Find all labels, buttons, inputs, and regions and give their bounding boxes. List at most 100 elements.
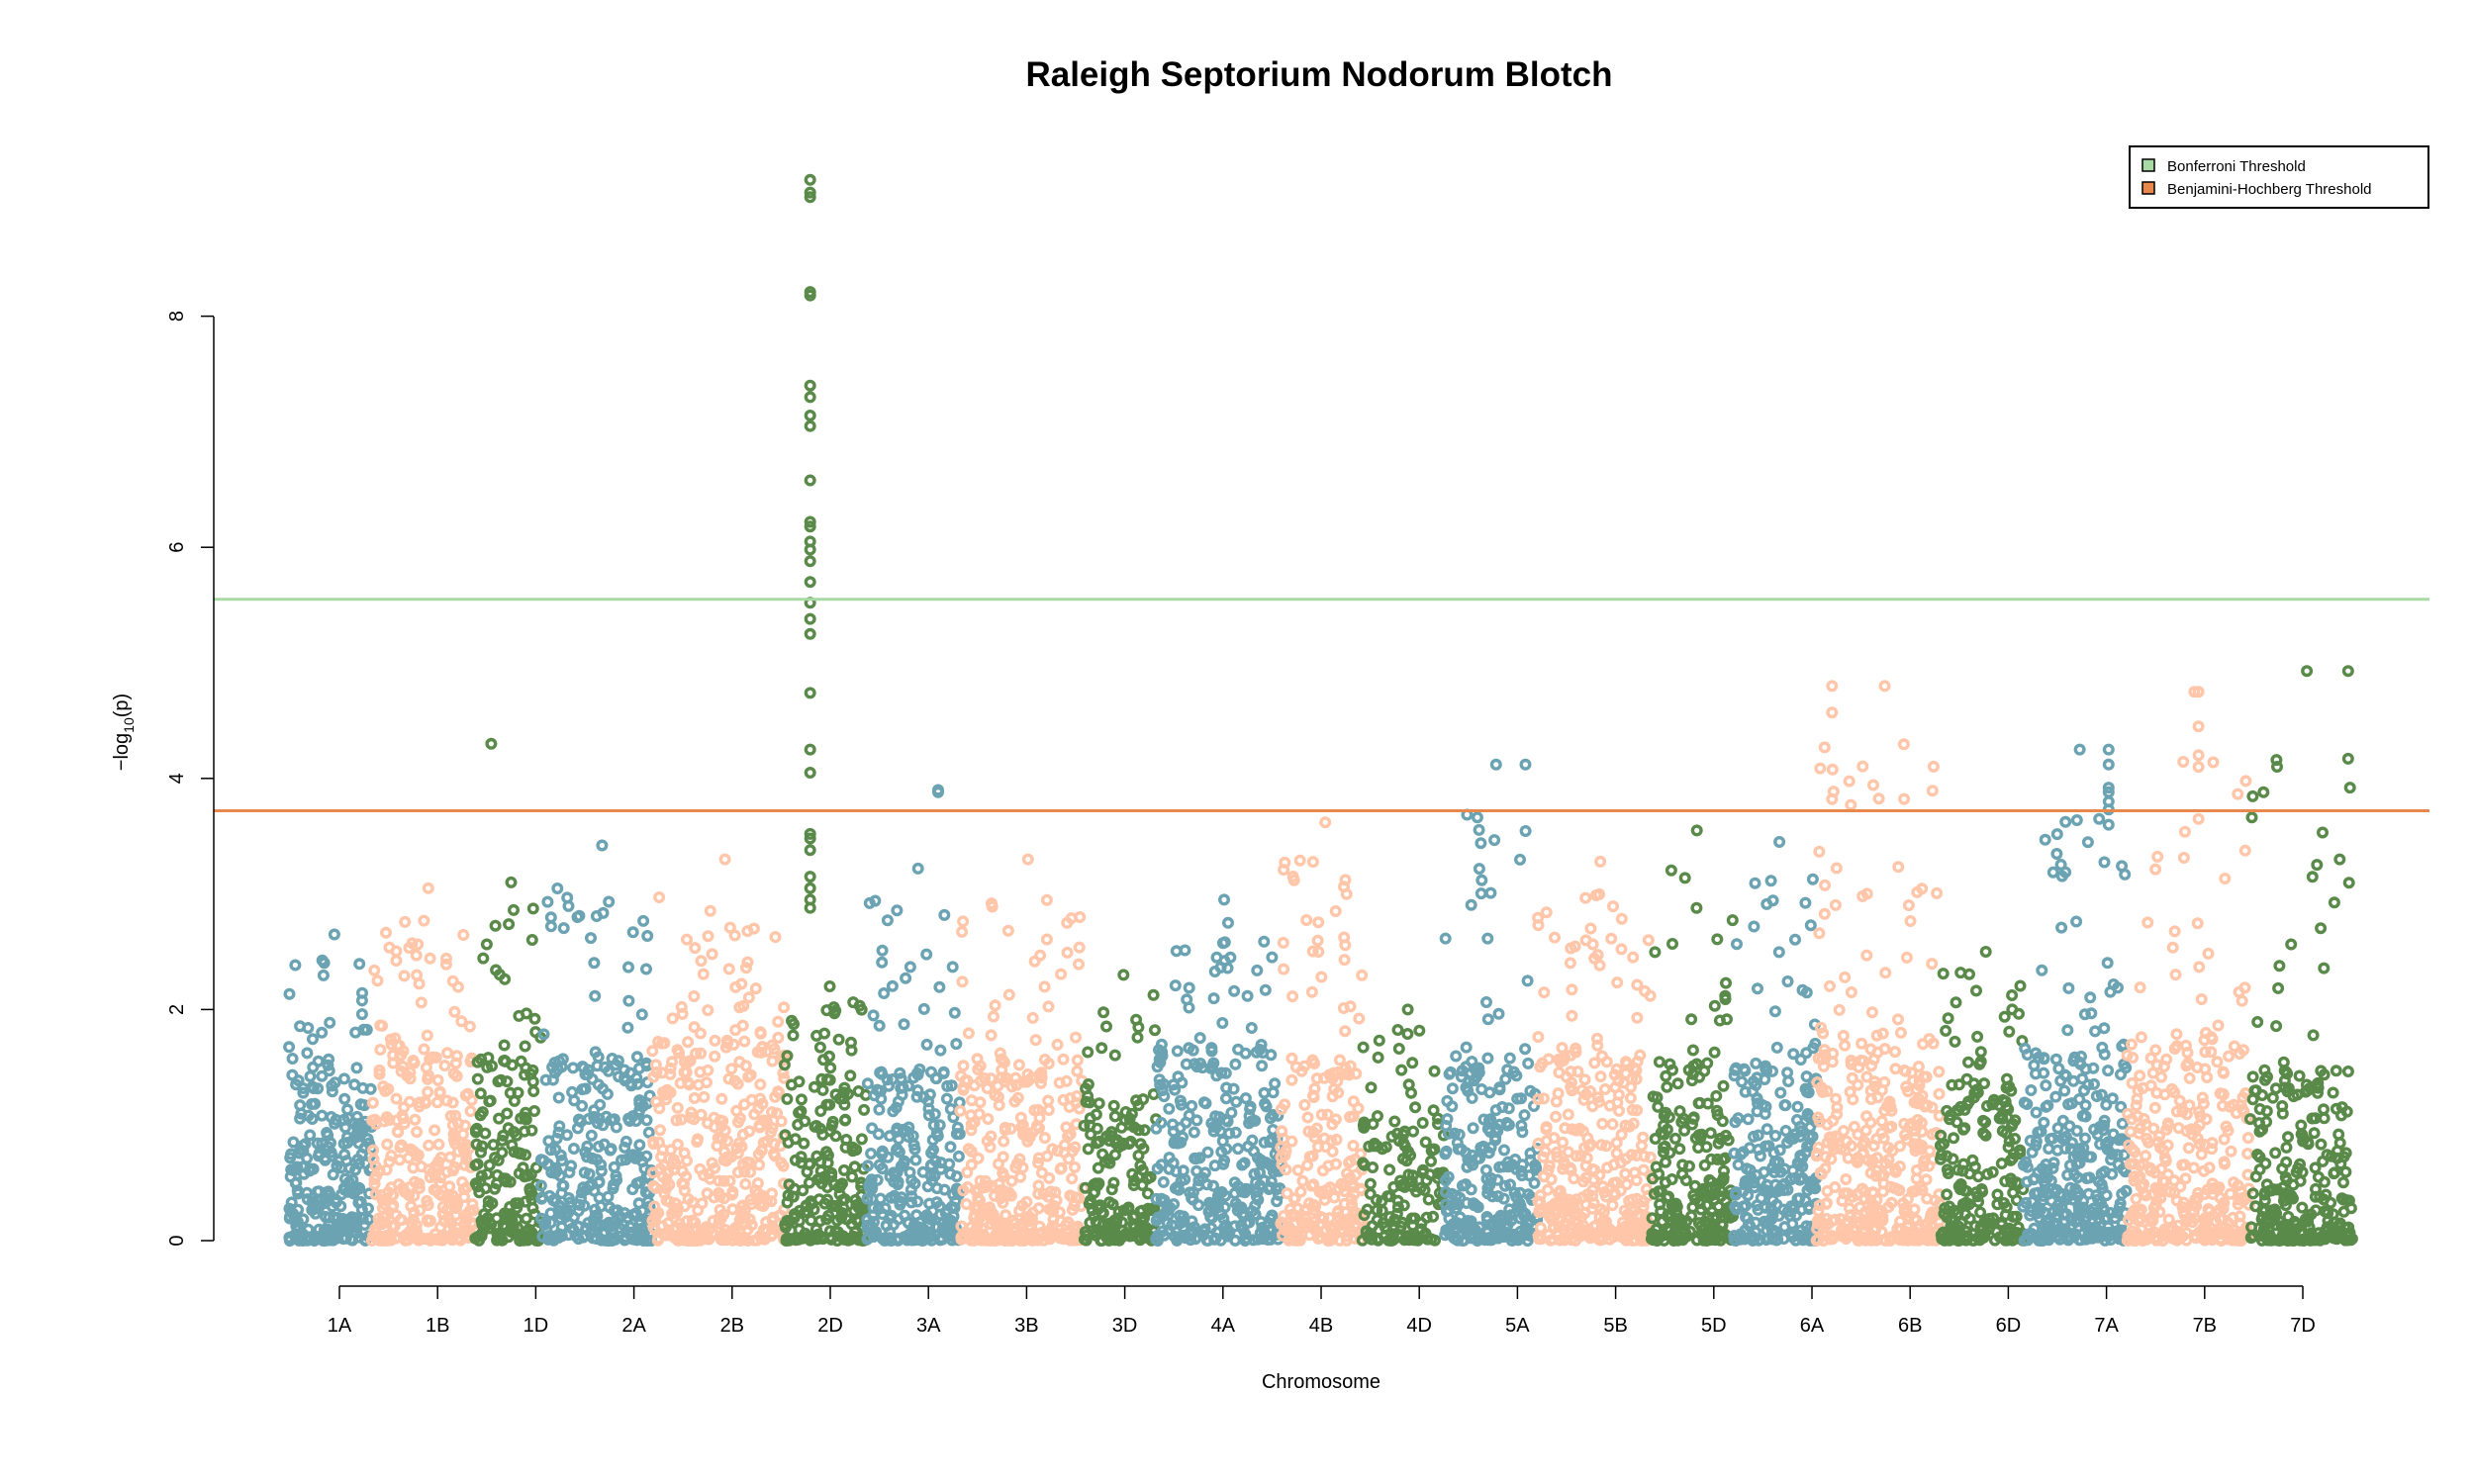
point-2b: [715, 1092, 728, 1105]
point-3b: [998, 1135, 1010, 1148]
point-2a: [542, 1233, 555, 1246]
point-6a-max: [1773, 836, 1786, 849]
point-2b: [733, 1056, 746, 1068]
point-3b: [1042, 1094, 1055, 1107]
point-6b: [1817, 1027, 1830, 1040]
point-1d: [489, 919, 502, 932]
point-1d: [519, 1068, 531, 1081]
point-3d: [1108, 1110, 1121, 1123]
point-6b: [1916, 1125, 1929, 1138]
point-1a: [330, 1193, 342, 1206]
point-5d: [1679, 1173, 1692, 1186]
point-3b: [968, 1211, 981, 1224]
point-3d: [1136, 1204, 1149, 1217]
point-2b: [754, 1026, 767, 1039]
point-7a: [2089, 1025, 2102, 1038]
point-7a: [2102, 818, 2115, 831]
point-1a: [355, 1008, 368, 1021]
point-6d: [1961, 1056, 1974, 1068]
point-2b: [682, 1036, 695, 1049]
point-5a: [1522, 1057, 1535, 1069]
point-6d: [1954, 967, 1967, 979]
point-3b: [962, 1027, 975, 1040]
point-2d: [793, 1223, 806, 1236]
point-1d: [524, 1067, 537, 1080]
point-6b: [1811, 1148, 1824, 1160]
point-2b: [753, 1159, 766, 1171]
point-7a: [2049, 1090, 2062, 1103]
point-4b: [1338, 931, 1351, 944]
point-5b: [1532, 1031, 1545, 1044]
point-6d: [1949, 1035, 1961, 1048]
point-5d: [1710, 1089, 1723, 1102]
point-2a: [587, 1213, 600, 1226]
point-5b: [1609, 1188, 1622, 1201]
point-2d: [810, 1029, 823, 1042]
point-5b: [1559, 1122, 1571, 1135]
point-6d: [2006, 989, 2019, 1002]
point-4b: [1278, 963, 1290, 975]
point-2a: [601, 1087, 614, 1100]
point-3b: [1053, 1076, 1066, 1089]
point-2a: [626, 926, 639, 939]
point-2a: [556, 1179, 569, 1192]
point-6b: [1827, 1114, 1840, 1127]
point-5b: [1542, 1053, 1555, 1066]
point-5d: [1690, 901, 1703, 914]
point-1b: [452, 980, 465, 993]
point-5d: [1665, 938, 1678, 951]
point-7a: [2039, 833, 2051, 846]
point-1b: [395, 1139, 408, 1152]
point-1d: [471, 1158, 484, 1170]
point-4a: [1163, 1102, 1176, 1115]
point-1a: [321, 1126, 333, 1139]
point-1b: [398, 1101, 411, 1114]
point-3a: [943, 1158, 956, 1170]
point-2a: [592, 1078, 605, 1091]
point-2b: [666, 1207, 679, 1220]
point-6a: [1766, 894, 1779, 907]
point-1b: [418, 914, 430, 927]
point-5b: [1605, 932, 1618, 945]
point-6d: [1971, 1030, 1984, 1043]
point-2a: [554, 1149, 567, 1161]
point-4a: [1169, 979, 1182, 992]
point-7a: [2106, 1092, 2119, 1105]
point-1d: [475, 1053, 488, 1066]
point-5b: [1596, 1117, 1609, 1130]
point-1a: [323, 1211, 335, 1224]
point-2b: [718, 1124, 731, 1137]
point-6b: [1847, 1093, 1859, 1106]
point-3a: [937, 1066, 950, 1078]
point-5b: [1588, 1057, 1601, 1069]
point-5b: [1579, 1159, 1592, 1172]
point-6d: [1991, 1198, 2004, 1211]
point-1a: [309, 1207, 322, 1220]
point-5a: [1475, 837, 1487, 850]
point-2a: [567, 1062, 580, 1074]
point-1a: [295, 1107, 308, 1120]
point-3b: [1035, 1166, 1048, 1179]
point-2d: [846, 1145, 859, 1158]
point-6b: [1856, 760, 1869, 773]
point-1b: [431, 1096, 444, 1109]
point-6d: [1995, 1157, 2008, 1169]
point-6a: [1749, 877, 1761, 889]
point-2b: [754, 1078, 767, 1091]
point-3a: [946, 961, 959, 974]
point-1b: [376, 1019, 389, 1032]
point-1d: [494, 1227, 507, 1240]
point-1b: [420, 1096, 432, 1109]
point-5d: [1719, 976, 1732, 989]
point-6b: [1893, 1140, 1906, 1153]
point-3a: [930, 1182, 943, 1195]
point-7a: [2114, 1067, 2127, 1080]
point-1b: [379, 1084, 392, 1097]
point-2b: [655, 1151, 668, 1163]
point-3b: [985, 1029, 998, 1042]
point-2d: [852, 1084, 865, 1097]
point-7a: [2094, 1138, 2107, 1151]
point-3a-max: [911, 862, 924, 875]
point-1d: [471, 1072, 484, 1085]
point-4b: [1301, 1159, 1314, 1171]
